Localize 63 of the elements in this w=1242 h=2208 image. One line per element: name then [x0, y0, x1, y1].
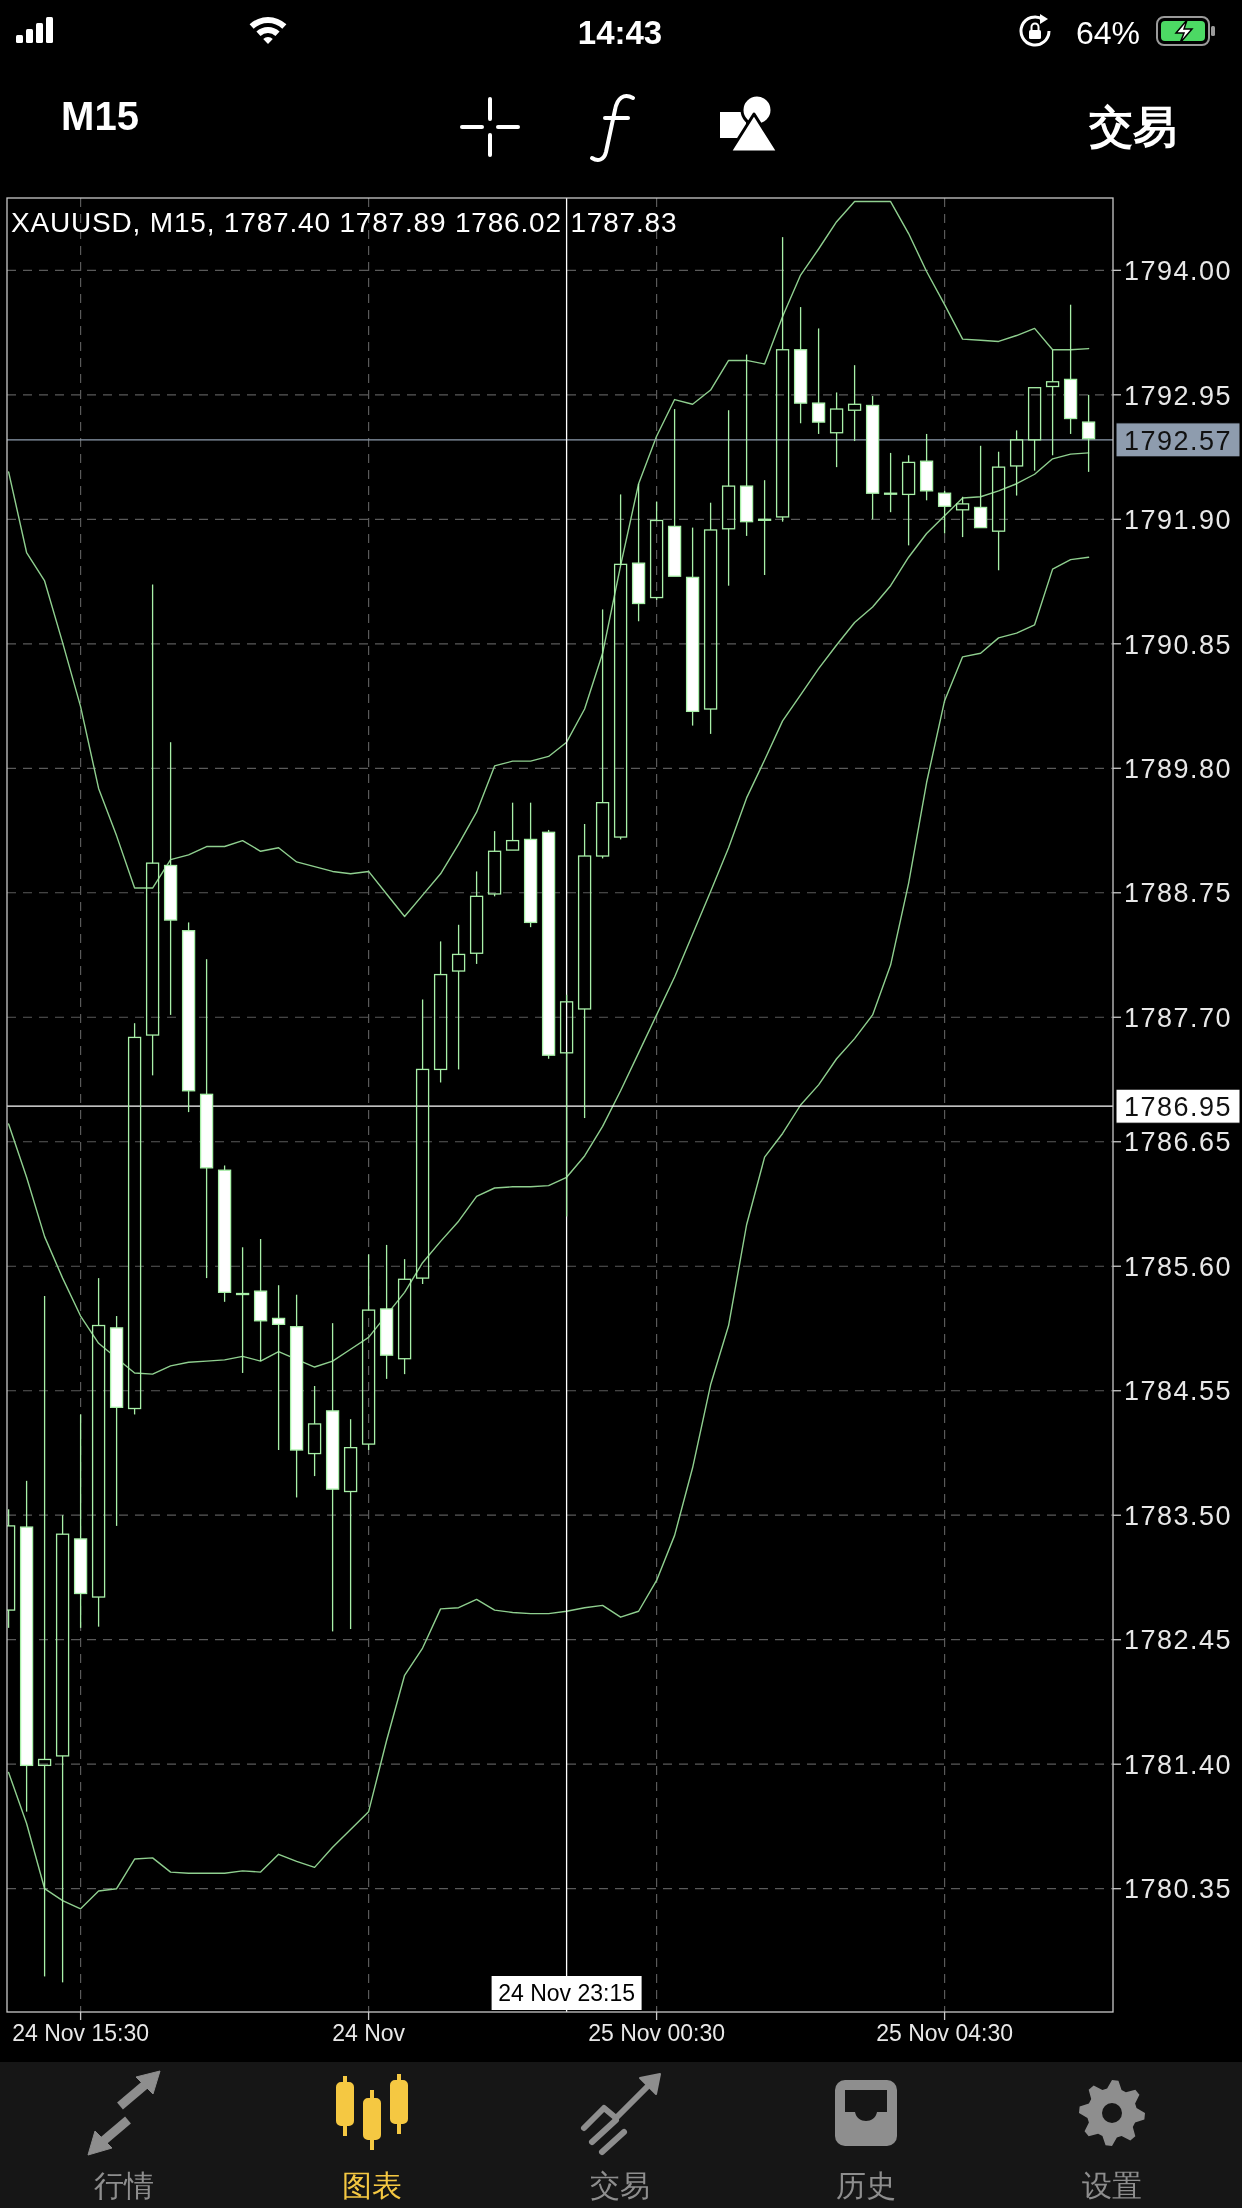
text: M15 [61, 94, 139, 139]
y-tick-label: 1782.45 [1124, 1625, 1233, 1656]
candlestick [577, 823, 592, 1119]
candlestick [73, 1413, 88, 1629]
candlestick [883, 452, 898, 513]
candlestick [847, 364, 862, 442]
candlestick [721, 409, 736, 587]
text: 历史 [836, 2168, 896, 2202]
candlestick [703, 502, 718, 735]
candlestick [379, 1244, 394, 1380]
candlestick [289, 1294, 304, 1499]
candlestick [37, 1295, 52, 1978]
candlestick [1027, 387, 1042, 472]
candlestick [145, 583, 160, 1077]
candlestick [55, 1514, 70, 1984]
text: 行情 [94, 2168, 154, 2202]
candlestick [271, 1284, 286, 1451]
candlestick [757, 479, 772, 576]
y-tick-label: 1786.65 [1124, 1127, 1233, 1158]
candlestick [667, 408, 682, 577]
y-tick-label: 1785.60 [1124, 1251, 1233, 1282]
x-tick-label: 24 Nov 15:30 [12, 2020, 150, 2047]
x-tick-label: 24 Nov [332, 2020, 406, 2047]
y-tick-label: 1780.35 [1124, 1874, 1233, 1905]
y-tick-label: 1791.90 [1124, 505, 1233, 536]
candlestick [19, 1480, 34, 1813]
text: 交易 [1088, 101, 1177, 151]
candlestick [325, 1322, 340, 1633]
line-series [7, 452, 1090, 1375]
candlestick [91, 1277, 106, 1628]
y-tick-label: 1787.70 [1124, 1002, 1233, 1033]
text: 14:43 [577, 13, 663, 51]
candlestick [163, 741, 178, 1016]
candlestick [505, 802, 520, 851]
y-tick-label: 1781.40 [1124, 1749, 1233, 1780]
candlestick [793, 306, 808, 424]
candlestick [451, 924, 466, 1071]
x-tick-label: 25 Nov 04:30 [876, 2020, 1014, 2047]
line-series [7, 200, 1090, 918]
candlestick [235, 1246, 250, 1374]
line-series [7, 556, 1090, 1910]
text: 设置 [1082, 2168, 1142, 2202]
candlestick [253, 1238, 268, 1362]
y-tick-label: 1794.00 [1124, 256, 1233, 287]
x-tick-label: 24 Nov 23:15 [498, 1980, 636, 2007]
candlestick [343, 1418, 358, 1630]
candlestick [973, 445, 988, 529]
y-tick-label: 1790.85 [1124, 629, 1233, 660]
ref-line-label: 1792.57 [1124, 425, 1233, 456]
ref-line-label: 1786.95 [1124, 1091, 1233, 1122]
y-tick-label: 1783.50 [1124, 1500, 1233, 1531]
text: 交易 [590, 2168, 650, 2202]
y-tick-label: 1789.80 [1124, 754, 1233, 784]
candlestick [1081, 394, 1096, 473]
chart-title: XAUUSD, M15, 1787.40 1787.89 1786.02 1787.83 [11, 207, 678, 239]
candlestick [1045, 349, 1060, 456]
y-tick-label: 1784.55 [1124, 1376, 1233, 1407]
y-tick-label: 1788.75 [1124, 878, 1233, 909]
x-tick-label: 25 Nov 00:30 [588, 2020, 726, 2047]
text: 64% [1075, 14, 1141, 51]
candlestick [307, 1385, 322, 1477]
y-tick-label: 1792.95 [1124, 380, 1233, 411]
text: 图表 [342, 2168, 402, 2202]
